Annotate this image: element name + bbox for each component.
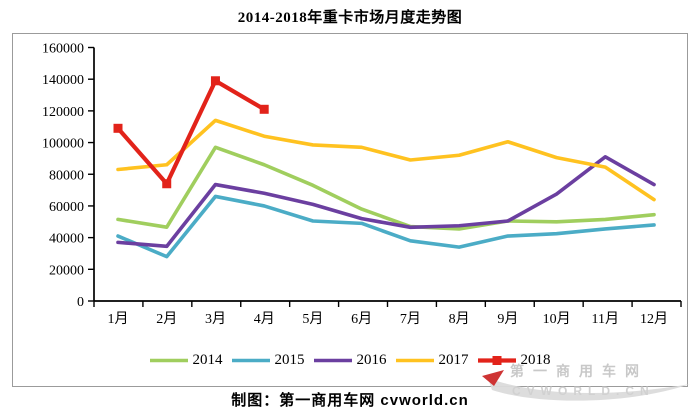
x-tick-label: 10月	[543, 311, 571, 327]
chart-caption: 制图：第一商用车网 cvworld.cn	[231, 392, 469, 409]
legend-label-2014: 2014	[192, 351, 223, 368]
legend-label-2017: 2017	[438, 351, 469, 368]
chart-canvas: 0 20000 40000 60000 80000 100000 120000 140000 1…	[42, 42, 682, 327]
y-tick-label: 20000	[49, 263, 84, 278]
x-tick-label: 8月	[449, 311, 470, 327]
legend-item-2017: 2017	[395, 351, 469, 369]
legend-label-2016: 2016	[356, 351, 387, 368]
legend-label-2018: 2018	[520, 351, 551, 368]
chart-title: 2014-2018年重卡市场月度走势图	[237, 10, 463, 26]
legend-item-2018: 2018	[477, 351, 551, 369]
y-tick-label: 60000	[49, 200, 84, 215]
x-tick-label: 4月	[254, 311, 275, 327]
legend-item-2014: 2014	[149, 351, 223, 369]
x-tick-label: 12月	[640, 311, 668, 327]
series-line-2015	[116, 194, 656, 259]
chart-legend: 2014 2015 2016 2017 2018	[13, 348, 687, 372]
x-tick-label: 11月	[592, 311, 619, 327]
y-tick-label: 100000	[42, 137, 84, 152]
data-point-2018-1月	[113, 123, 123, 133]
y-tick-label: 160000	[42, 42, 84, 57]
data-point-2018-2月	[162, 179, 172, 189]
chart-box: 0 20000 40000 60000 80000 100000 120000 140000 1…	[12, 33, 688, 387]
data-point-2018-3月	[210, 76, 220, 86]
legend-label-2015: 2015	[274, 351, 305, 368]
legend-swatch-2016	[313, 358, 352, 362]
x-tick-label: 5月	[302, 311, 323, 327]
legend-item-2015: 2015	[231, 351, 305, 369]
legend-swatch-2015	[231, 358, 270, 362]
x-tick-label: 9月	[497, 311, 518, 327]
y-tick-label: 40000	[49, 232, 84, 247]
x-tick-label: 6月	[351, 311, 372, 327]
y-tick-label: 80000	[49, 168, 84, 183]
x-tick-label: 3月	[205, 311, 226, 327]
y-tick-label: 140000	[42, 73, 84, 88]
legend-swatch-2018	[477, 355, 516, 365]
x-tick-label: 7月	[400, 311, 421, 327]
y-tick-label: 120000	[42, 105, 84, 120]
series-line-2016	[116, 155, 656, 249]
legend-swatch-2014	[149, 358, 188, 362]
series-line-2018	[115, 78, 267, 186]
series-line-2014	[116, 145, 656, 231]
legend-item-2016: 2016	[313, 351, 387, 369]
legend-swatch-2017	[395, 358, 434, 362]
data-point-2018-4月	[259, 104, 269, 114]
x-tick-label: 1月	[108, 311, 129, 327]
series-line-2017	[116, 118, 656, 202]
y-tick-label: 0	[77, 295, 84, 310]
x-tick-label: 2月	[156, 311, 177, 327]
